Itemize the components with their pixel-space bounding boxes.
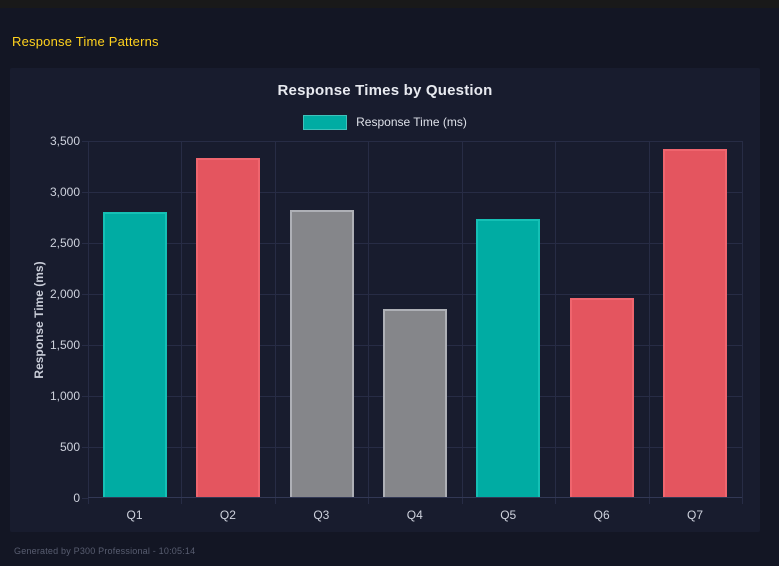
x-axis-tick-mark (649, 498, 650, 504)
gridline-vertical (368, 141, 369, 498)
y-axis-tick-label: 1,000 (49, 389, 80, 403)
y-axis-tick-label: 3,000 (49, 185, 80, 199)
gridline-horizontal (88, 141, 742, 142)
bar-q3[interactable] (289, 210, 354, 497)
y-axis-tick-mark (82, 498, 88, 499)
chart-title: Response Times by Question (277, 82, 493, 99)
y-axis-tick-mark (82, 243, 88, 244)
y-axis-tick-mark (82, 447, 88, 448)
x-axis-tick-mark (462, 498, 463, 504)
x-axis-line (88, 497, 742, 498)
x-axis-tick-label: Q5 (500, 508, 517, 522)
x-axis-tick-mark (181, 498, 182, 504)
gridline-vertical (275, 141, 276, 498)
gridline-horizontal (88, 192, 742, 193)
y-axis-title: Response Time (ms) (32, 261, 46, 379)
legend-label: Response Time (ms) (356, 115, 467, 129)
y-axis-tick-mark (82, 345, 88, 346)
x-axis-tick-label: Q3 (313, 508, 330, 522)
bar-q4[interactable] (383, 308, 447, 497)
x-axis-tick-mark (368, 498, 369, 504)
gridline-vertical (88, 141, 89, 498)
bar-q2[interactable] (196, 158, 261, 497)
x-axis-tick-mark (555, 498, 556, 504)
y-axis-tick-label: 2,000 (49, 287, 80, 301)
gridline-horizontal (88, 294, 742, 295)
x-axis-tick-mark (88, 498, 89, 504)
gridline-vertical (649, 141, 650, 498)
bar-q6[interactable] (569, 298, 634, 497)
x-axis-tick-label: Q7 (687, 508, 704, 522)
gridline-vertical (181, 141, 182, 498)
y-axis-tick-label: 500 (59, 440, 80, 454)
y-axis-tick-mark (82, 192, 88, 193)
legend-swatch-icon (303, 114, 348, 130)
gridline-horizontal (88, 243, 742, 244)
y-axis-tick-label: 3,500 (49, 134, 80, 148)
y-axis-tick-label: 1,500 (49, 338, 80, 352)
gridline-vertical (555, 141, 556, 498)
x-axis-tick-mark (742, 498, 743, 504)
y-axis-tick-label: 0 (73, 491, 80, 505)
bar-q1[interactable] (102, 212, 167, 497)
y-axis-tick-label: 2,500 (49, 236, 80, 250)
plot-area (88, 141, 743, 498)
footer-status: Generated by P300 Professional - 10:05:1… (14, 546, 196, 556)
bar-q5[interactable] (476, 219, 541, 497)
x-axis-tick-label: Q1 (126, 508, 143, 522)
window-top-strip (0, 0, 779, 8)
x-axis-tick-label: Q2 (219, 508, 236, 522)
page-title: Response Time Patterns (12, 34, 159, 49)
bar-q7[interactable] (663, 149, 728, 497)
chart-legend[interactable]: Response Time (ms) (10, 113, 760, 131)
gridline-vertical (742, 141, 743, 498)
gridline-vertical (462, 141, 463, 498)
y-axis-tick-mark (82, 294, 88, 295)
x-axis-tick-mark (275, 498, 276, 504)
y-axis-tick-mark (82, 396, 88, 397)
x-axis-tick-label: Q6 (593, 508, 610, 522)
x-axis-tick-label: Q4 (406, 508, 423, 522)
y-axis-tick-mark (82, 141, 88, 142)
